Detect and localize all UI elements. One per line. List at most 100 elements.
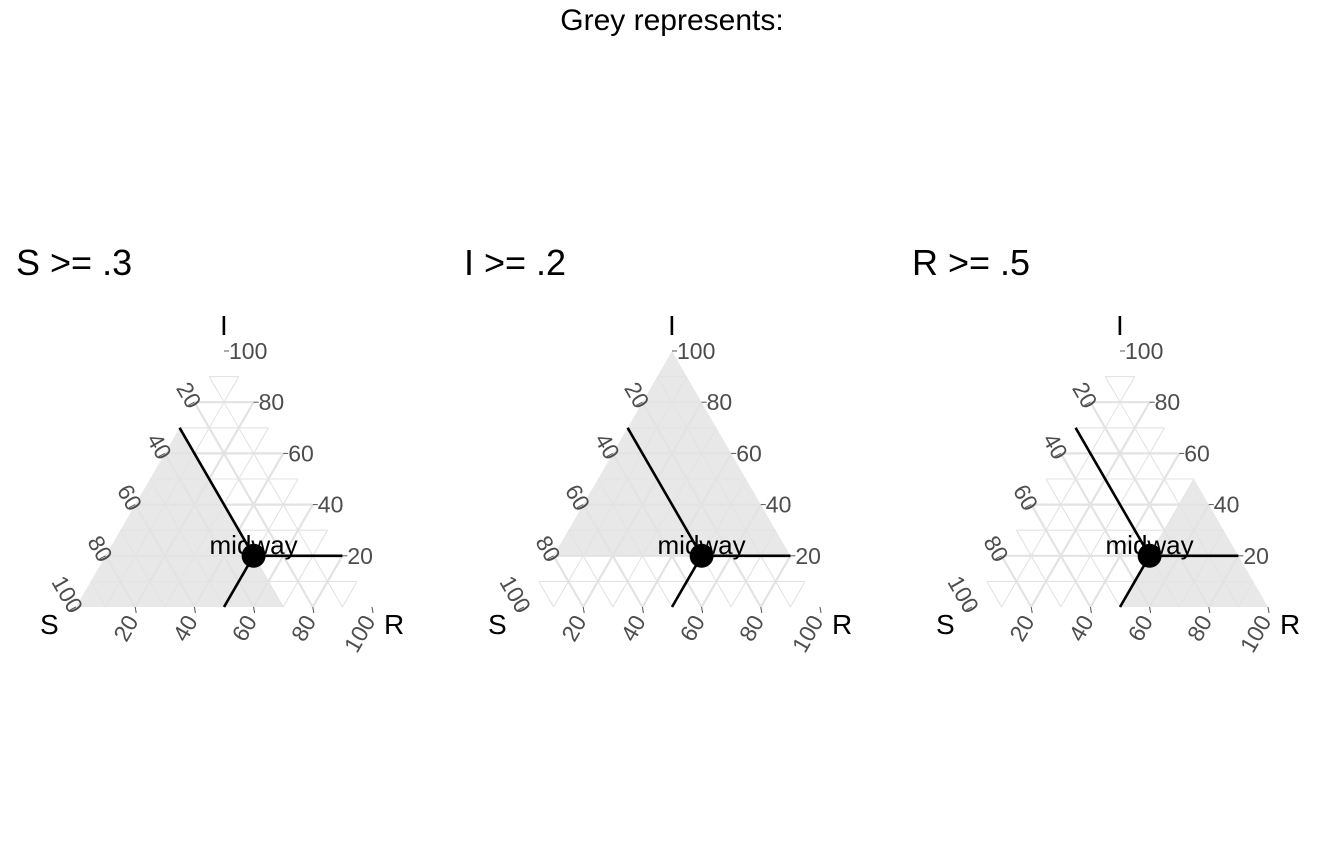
gridline-r <box>105 376 240 608</box>
vertex-label-s: S <box>488 609 507 640</box>
tick-label-i: 100 <box>229 338 267 364</box>
tick-r <box>312 606 315 614</box>
vertex-label-r: R <box>384 609 404 640</box>
vertex-label-i: I <box>668 310 676 341</box>
gridline-r <box>1207 555 1240 608</box>
point-label: midway <box>210 530 298 560</box>
tick-label-r: 60 <box>227 611 262 646</box>
tick-s <box>517 606 525 611</box>
tick-label-i: 60 <box>288 440 314 466</box>
point-label: midway <box>658 530 746 560</box>
tick-label-r: 20 <box>108 611 143 646</box>
tick-r <box>134 606 137 614</box>
tick-label-r: 80 <box>286 611 321 646</box>
tick-label-r: 40 <box>615 611 650 646</box>
gridline-s <box>208 376 343 608</box>
tick-label-s: 20 <box>171 378 206 413</box>
tick-label-i: 100 <box>677 338 715 364</box>
gridline-s <box>567 529 614 608</box>
tick-r <box>1089 606 1092 614</box>
tick-label-r: 100 <box>339 611 381 657</box>
gridline-s <box>1045 478 1121 608</box>
tick-s <box>606 452 614 457</box>
tick-s <box>1024 504 1032 509</box>
ternary-panel-3: R >= .5 20 20 20 40 40 40 60 60 60 80 80 80 100 100 10… <box>896 230 1344 660</box>
tick-label-i: 40 <box>318 492 344 518</box>
ternary-plot: 202020404040606060808080100100100SIRmidw… <box>40 310 404 657</box>
vertex-label-i: I <box>1116 310 1124 341</box>
tick-r <box>193 606 196 614</box>
tick-r <box>760 606 763 614</box>
tick-label-r: 40 <box>1063 611 1098 646</box>
tick-label-s: 80 <box>530 531 565 566</box>
tick-label-i: 20 <box>1243 543 1269 569</box>
tick-r <box>641 606 644 614</box>
tick-label-r: 40 <box>167 611 202 646</box>
gridline-s <box>1000 555 1033 608</box>
tick-label-i: 40 <box>1214 492 1240 518</box>
tick-label-s: 20 <box>1067 378 1102 413</box>
tick-s <box>69 606 77 611</box>
gridline-s <box>538 581 555 608</box>
ternary-panel-2: I >= .2 20 20 20 40 40 40 60 60 60 80 80 80 100 100 10… <box>448 230 896 660</box>
gridline-s <box>90 581 107 608</box>
gridline-s <box>119 529 166 608</box>
tick-s <box>576 504 584 509</box>
tick-r <box>253 606 256 614</box>
tick-s <box>547 555 554 560</box>
tick-label-i: 20 <box>347 543 373 569</box>
gridline-r <box>282 529 329 608</box>
tick-label-s: 40 <box>1038 429 1073 464</box>
gridline-s <box>149 478 225 608</box>
tick-label-r: 20 <box>556 611 591 646</box>
data-point <box>241 543 266 568</box>
vertex-label-r: R <box>832 609 852 640</box>
ternary-panel-1: S >= .3 20 20 20 40 40 40 60 60 60 80 80 80 100 100 10… <box>0 230 448 660</box>
gridline-s <box>1015 529 1062 608</box>
shaded-region <box>76 427 284 607</box>
reference-line-s <box>178 427 255 557</box>
ternary-plot: 202020404040606060808080100100100SIRmidw… <box>936 310 1300 657</box>
gridline-r <box>311 555 344 608</box>
tick-label-r: 100 <box>1235 611 1277 657</box>
point-label: midway <box>1106 530 1194 560</box>
tick-label-i: 80 <box>707 389 733 415</box>
tick-label-s: 60 <box>1008 480 1043 515</box>
gridline-s <box>1030 504 1092 608</box>
tick-r <box>1267 606 1270 614</box>
tick-label-i: 60 <box>736 440 762 466</box>
gridline-s <box>656 376 791 608</box>
data-point <box>689 543 714 568</box>
reference-line-s <box>1074 427 1151 557</box>
tick-label-r: 80 <box>1182 611 1217 646</box>
tick-s <box>128 504 136 509</box>
tick-s <box>1054 452 1062 457</box>
tick-s <box>99 555 106 560</box>
panel-title: S >= .3 <box>16 242 133 283</box>
tick-s <box>965 606 973 611</box>
tick-label-r: 80 <box>734 611 769 646</box>
gridline-r <box>1237 581 1254 608</box>
tick-s <box>158 452 166 457</box>
tick-r <box>1208 606 1211 614</box>
tick-label-i: 20 <box>795 543 821 569</box>
gridline-s <box>597 478 673 608</box>
tick-s <box>995 555 1002 560</box>
tick-label-r: 20 <box>1004 611 1039 646</box>
tick-label-i: 80 <box>1155 389 1181 415</box>
vertex-label-s: S <box>936 609 955 640</box>
tick-label-s: 80 <box>978 531 1013 566</box>
gridline-s <box>986 581 1003 608</box>
gridline-s <box>134 504 196 608</box>
vertex-label-i: I <box>220 310 228 341</box>
gridline-r <box>341 581 358 608</box>
tick-r <box>1149 606 1152 614</box>
tick-label-r: 60 <box>1123 611 1158 646</box>
reference-line-s <box>626 427 703 557</box>
panel-title: I >= .2 <box>464 242 567 283</box>
gridline-r <box>1060 427 1165 608</box>
ternary-plot: 202020404040606060808080100100100SIRmidw… <box>488 310 852 657</box>
gridline-s <box>104 555 137 608</box>
tick-label-i: 80 <box>259 389 285 415</box>
tick-label-r: 100 <box>787 611 829 657</box>
